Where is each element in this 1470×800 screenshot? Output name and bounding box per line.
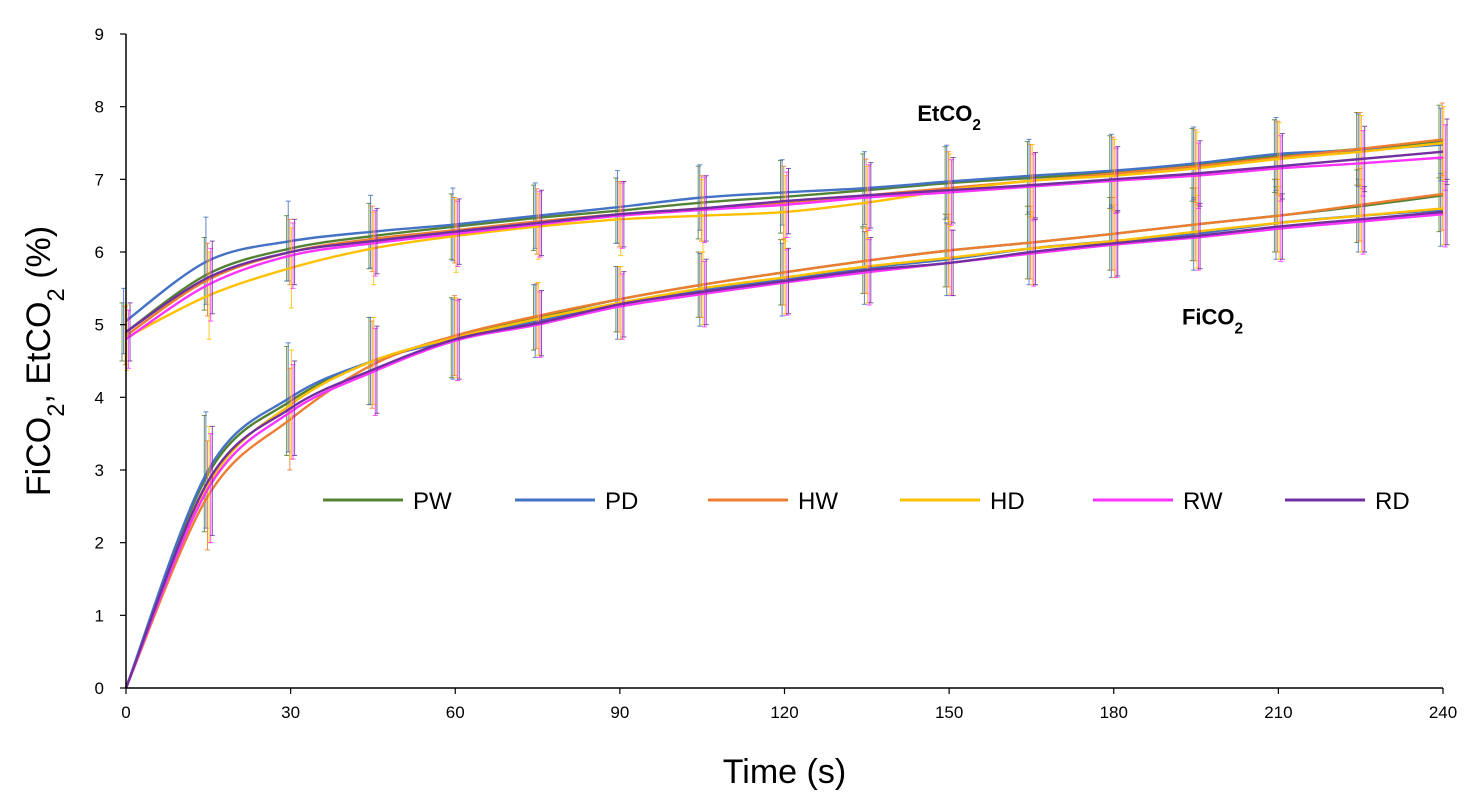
y-axis-title-part: 2 bbox=[43, 404, 70, 417]
x-tick-label: 120 bbox=[770, 703, 798, 722]
series-line-pw-etco2 bbox=[125, 140, 1444, 333]
series-pd-fico2 bbox=[124, 173, 1444, 689]
legend-item-hd: HD bbox=[900, 488, 1025, 515]
series-line-rw-fico2 bbox=[124, 213, 1444, 689]
y-tick-label: 7 bbox=[95, 170, 104, 189]
legend-item-pd: PD bbox=[515, 488, 638, 515]
annotation-fico2-part: 2 bbox=[1235, 320, 1244, 337]
legend-label: PD bbox=[605, 488, 638, 515]
legend-label: HW bbox=[798, 488, 838, 515]
legend-item-rd: RD bbox=[1285, 488, 1410, 515]
x-tick-label: 0 bbox=[121, 703, 130, 722]
x-tick-label: 60 bbox=[446, 703, 465, 722]
y-tick-label: 4 bbox=[95, 388, 104, 407]
y-tick-label: 1 bbox=[95, 606, 104, 625]
annotation-etco2-part: EtCO bbox=[917, 101, 972, 126]
series-rw-fico2 bbox=[124, 181, 1448, 689]
series-line-hw-fico2 bbox=[124, 192, 1444, 689]
series-line-pw-fico2 bbox=[124, 194, 1444, 689]
x-tick-label: 210 bbox=[1264, 703, 1292, 722]
x-axis-title: Time (s) bbox=[723, 753, 846, 791]
y-tick-label: 0 bbox=[95, 679, 104, 698]
series-rd-etco2 bbox=[125, 118, 1450, 362]
x-tick-label: 30 bbox=[281, 703, 300, 722]
y-tick-label: 3 bbox=[95, 461, 104, 480]
series-line-rd-etco2 bbox=[125, 150, 1444, 333]
y-axis-title: FiCO2, EtCO2 (%) bbox=[20, 226, 70, 496]
series-hd-fico2 bbox=[124, 171, 1447, 689]
annotation-fico2: FiCO2 bbox=[1182, 305, 1243, 338]
series-pw-fico2 bbox=[124, 158, 1444, 689]
legend-item-pw: PW bbox=[323, 488, 452, 515]
annotation-fico2-part: FiCO bbox=[1182, 305, 1235, 330]
series-hw-etco2 bbox=[122, 102, 1445, 366]
annotation-etco2-part: 2 bbox=[972, 117, 981, 134]
series-line-hd-etco2 bbox=[125, 141, 1444, 339]
series-line-rd-fico2 bbox=[124, 210, 1444, 689]
series-rd-fico2 bbox=[124, 178, 1450, 689]
legend-label: RD bbox=[1375, 488, 1410, 515]
y-axis-title-part: FiCO bbox=[20, 417, 58, 496]
legend-label: RW bbox=[1183, 488, 1223, 515]
x-tick-label: 150 bbox=[935, 703, 963, 722]
x-tick-label: 180 bbox=[1100, 703, 1128, 722]
y-tick-label: 6 bbox=[95, 243, 104, 262]
legend-item-rw: RW bbox=[1093, 488, 1223, 515]
y-tick-label: 2 bbox=[95, 534, 104, 553]
x-tick-label: 90 bbox=[610, 703, 629, 722]
series-line-hd-fico2 bbox=[124, 207, 1444, 689]
series-line-pd-fico2 bbox=[124, 208, 1444, 689]
x-tick-label: 240 bbox=[1429, 703, 1457, 722]
y-axis-title-part: 2 bbox=[43, 288, 70, 301]
y-axis-title-part: (%) bbox=[20, 226, 58, 288]
series-line-pd-etco2 bbox=[125, 143, 1444, 322]
y-tick-label: 8 bbox=[95, 98, 104, 117]
legend-item-hw: HW bbox=[708, 488, 838, 515]
series-layer bbox=[119, 102, 1450, 689]
y-axis-title-group: FiCO2, EtCO2 (%) bbox=[20, 226, 70, 496]
series-line-hw-etco2 bbox=[125, 138, 1444, 337]
legend-label: HD bbox=[990, 488, 1025, 515]
series-hd-etco2 bbox=[124, 106, 1447, 371]
y-axis-title-part: , EtCO bbox=[20, 301, 58, 403]
legend-label: PW bbox=[413, 488, 452, 515]
y-tick-label: 9 bbox=[95, 25, 104, 44]
annotation-etco2: EtCO2 bbox=[917, 101, 981, 134]
series-line-rw-etco2 bbox=[125, 156, 1444, 341]
y-tick-label: 5 bbox=[95, 316, 104, 335]
legend: PW PD HW HD RW RD bbox=[323, 488, 1410, 515]
